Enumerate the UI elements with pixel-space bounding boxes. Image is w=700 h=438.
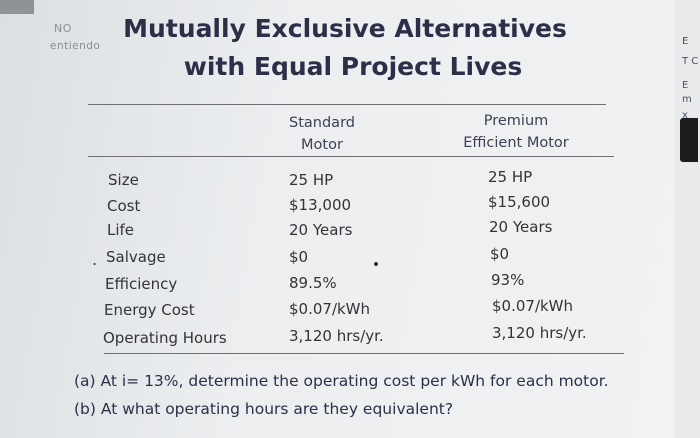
table-bottom-rule: [104, 353, 624, 354]
column-header-standard-line-1: Standard: [289, 115, 355, 131]
handwritten-note-entiendo: entiendo: [50, 40, 101, 52]
row-label-salvage: Salvage: [106, 248, 166, 266]
cell-standard-life: 20 Years: [289, 221, 353, 239]
stray-dot: [374, 262, 378, 266]
side-fragment-1: E: [682, 36, 689, 47]
cell-standard-efficiency: 89.5%: [289, 274, 337, 292]
header-rule: [88, 156, 614, 157]
slide: NO entiendo Mutually Exclusive Alternati…: [0, 0, 684, 438]
column-header-premium: Premium Efficient Motor: [446, 110, 586, 154]
cell-standard-salvage: $0: [289, 248, 309, 266]
question-a: (a) At i= 13%, determine the operating c…: [74, 372, 609, 390]
row-label-cost: Cost: [107, 197, 141, 215]
cell-premium-operating-hours: 3,120 hrs/yr.: [492, 324, 587, 342]
row-label-size: Size: [108, 171, 139, 189]
bullet-mark: .: [92, 250, 98, 269]
adjacent-page-edge: E T C E m x at: [675, 0, 700, 438]
cell-premium-efficiency: 93%: [491, 271, 525, 289]
column-header-standard: Standard Motor: [262, 112, 382, 156]
row-label-life: Life: [107, 221, 135, 239]
cell-standard-energy-cost: $0.07/kWh: [289, 300, 371, 318]
question-b: (b) At what operating hours are they equ…: [74, 400, 454, 418]
handwritten-note-no: NO: [54, 22, 72, 35]
cell-premium-salvage: $0: [490, 245, 510, 263]
side-fragment-2: T C: [682, 56, 699, 67]
slide-title-line-1: Mutually Exclusive Alternatives: [123, 14, 567, 43]
table-top-rule: [88, 104, 606, 105]
slide-title-line-2: with Equal Project Lives: [183, 52, 523, 81]
row-label-energy-cost: Energy Cost: [104, 301, 195, 319]
row-label-operating-hours: Operating Hours: [103, 329, 227, 347]
cell-standard-operating-hours: 3,120 hrs/yr.: [289, 327, 384, 345]
column-header-standard-line-2: Motor: [301, 137, 343, 153]
cell-standard-size: 25 HP: [289, 171, 334, 189]
cell-standard-cost: $13,000: [289, 196, 352, 214]
binder-clip: [680, 118, 698, 162]
side-fragment-3: E: [682, 80, 689, 91]
column-header-premium-line-1: Premium: [483, 113, 549, 129]
cell-premium-cost: $15,600: [488, 193, 551, 211]
side-fragment-5: x: [682, 110, 688, 121]
corner-shadow: [0, 0, 34, 14]
cell-premium-energy-cost: $0.07/kWh: [492, 297, 574, 315]
column-header-premium-line-2: Efficient Motor: [463, 135, 569, 151]
cell-premium-life: 20 Years: [489, 218, 553, 236]
side-fragment-4: m: [682, 94, 692, 105]
row-label-efficiency: Efficiency: [105, 275, 178, 293]
cell-premium-size: 25 HP: [488, 168, 533, 186]
